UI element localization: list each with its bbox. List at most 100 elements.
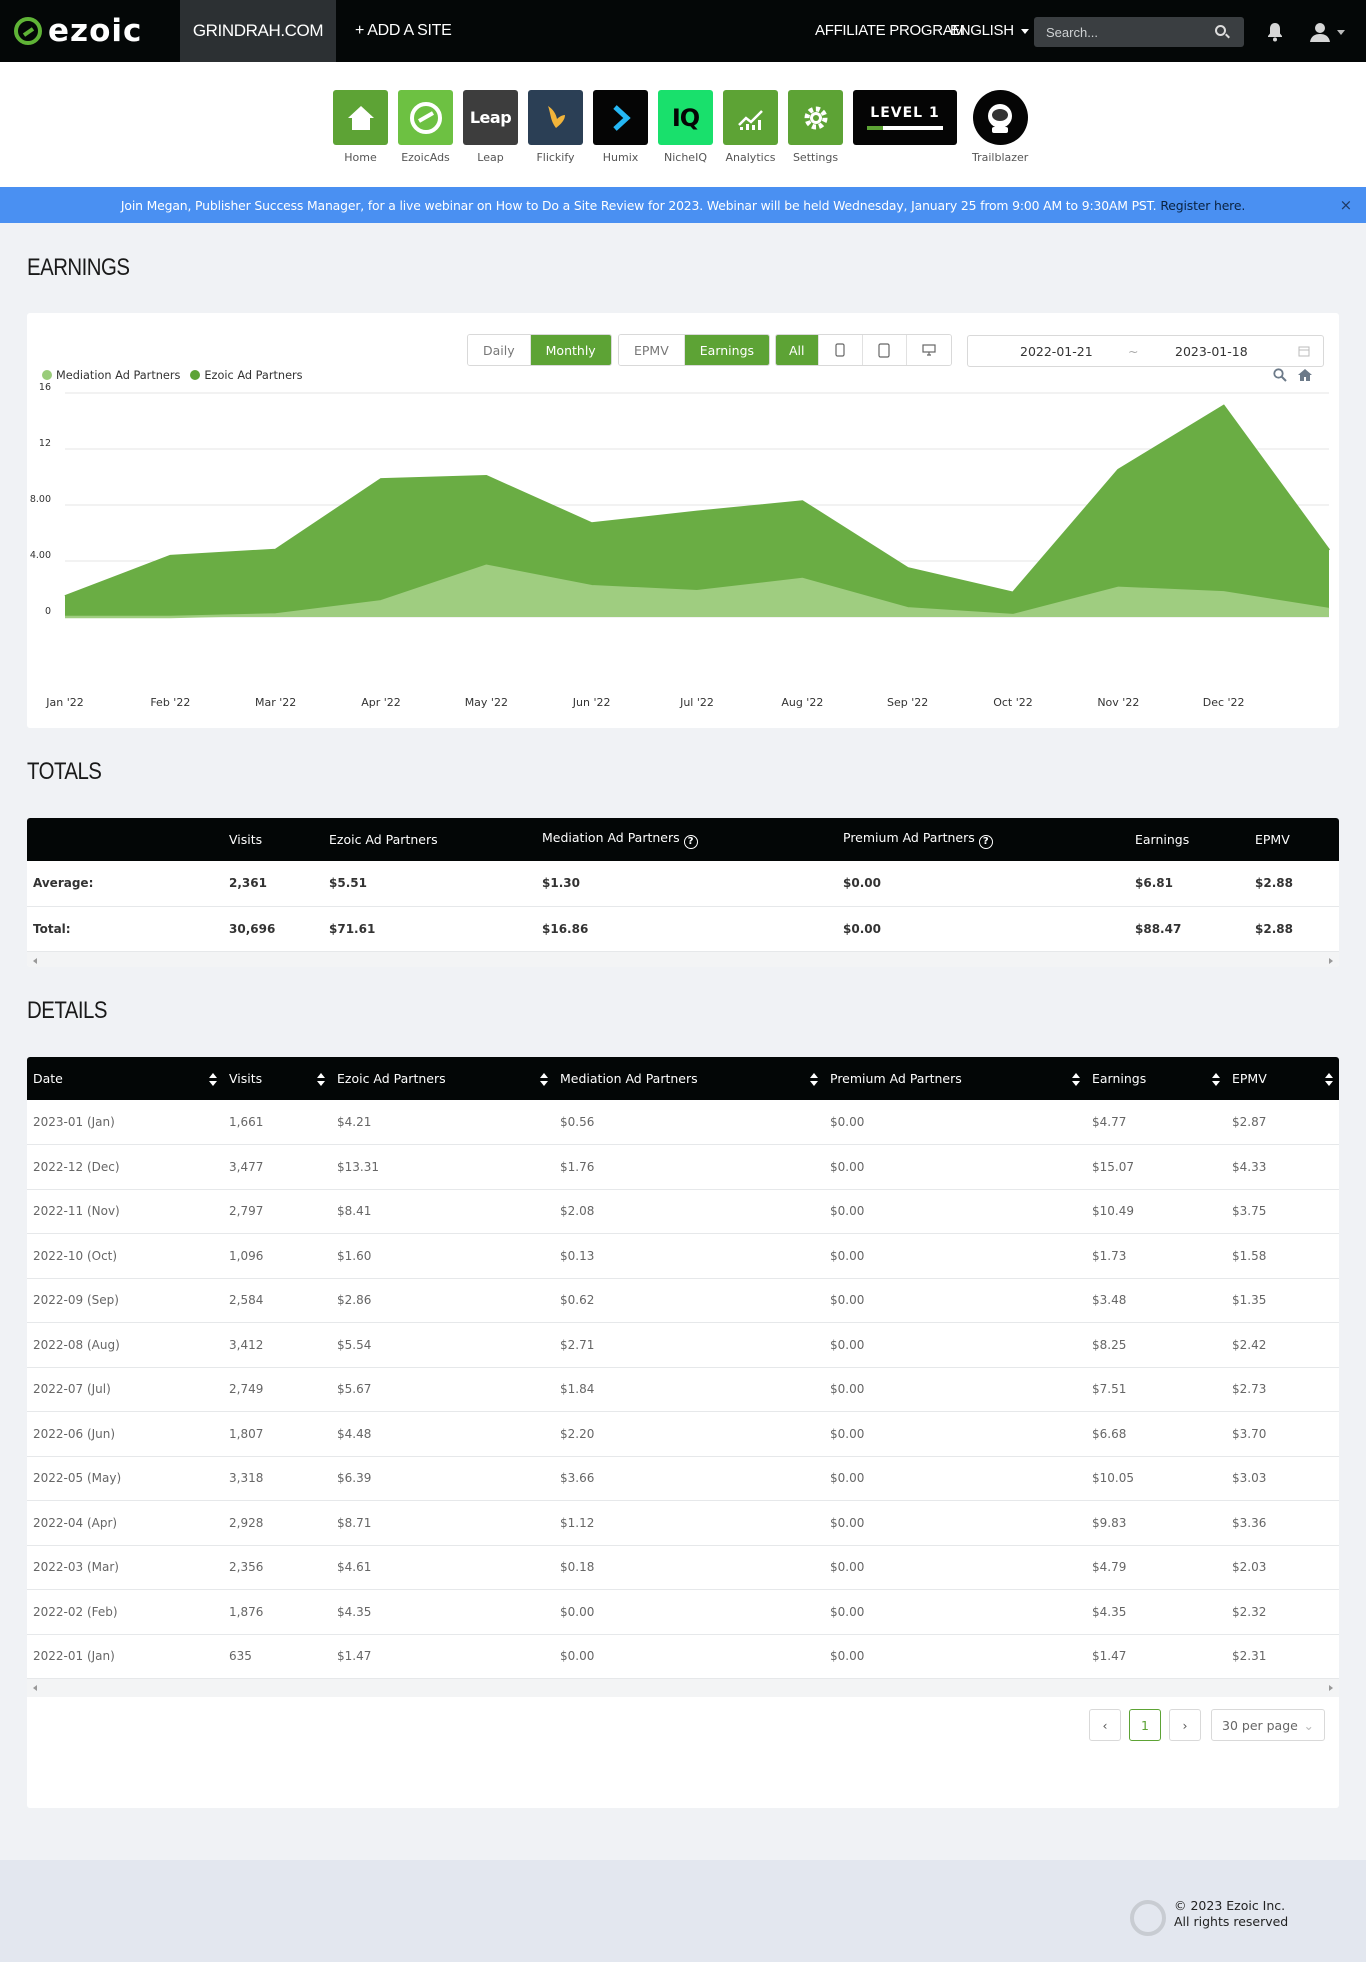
help-icon[interactable]: ? [978, 835, 993, 849]
app-trailblazer[interactable]: Trailblazer [972, 90, 1028, 164]
help-icon[interactable]: ? [683, 835, 698, 849]
language-dropdown[interactable]: ENGLISH [950, 22, 1029, 39]
site-tab[interactable]: GRINDRAH.COM [180, 0, 336, 62]
next-page-button[interactable]: › [1169, 1709, 1201, 1741]
table-row[interactable]: 2022-01 (Jan) 635 $1.47 $0.00 $0.00 $1.47 $2.3… [27, 1634, 1339, 1679]
date-end[interactable]: 2023-01-18 [1175, 344, 1248, 359]
search-input[interactable] [1034, 17, 1244, 47]
desktop-icon [921, 344, 936, 356]
legend-item-ezoic[interactable]: Ezoic Ad Partners [190, 369, 303, 382]
sort-icon[interactable] [1325, 1073, 1333, 1086]
details-col-header[interactable]: Date [27, 1057, 223, 1100]
table-cell: $9.83 [1086, 1500, 1226, 1546]
app-flickify[interactable]: Flickify [528, 90, 583, 164]
table-row[interactable]: 2022-11 (Nov) 2,797 $8.41 $2.08 $0.00 $10.49 $… [27, 1189, 1339, 1234]
horizontal-scrollbar[interactable] [27, 951, 1339, 967]
app-analytics[interactable]: Analytics [723, 90, 778, 164]
monthly-button[interactable]: Monthly [530, 335, 611, 365]
user-avatar-icon[interactable] [1309, 21, 1331, 43]
totals-col-earnings: Earnings [1129, 818, 1249, 861]
user-menu-caret-icon[interactable] [1337, 30, 1345, 35]
reset-zoom-home-icon[interactable] [1297, 368, 1313, 382]
register-link[interactable]: Register here. [1160, 197, 1246, 213]
date-range-picker[interactable]: 2022-01-21 ~ 2023-01-18 [967, 335, 1324, 367]
table-row[interactable]: 2022-12 (Dec) 3,477 $13.31 $1.76 $0.00 $15.07… [27, 1144, 1339, 1190]
table-cell: $1.84 [554, 1367, 824, 1412]
table-row[interactable]: 2022-05 (May) 3,318 $6.39 $3.66 $0.00 $10.05 $… [27, 1456, 1339, 1501]
table-cell: $6.39 [331, 1456, 554, 1501]
app-nicheiq[interactable]: IQ NicheIQ [658, 90, 713, 164]
close-icon[interactable]: × [1339, 196, 1353, 214]
notification-bell-icon[interactable] [1266, 22, 1284, 42]
legend-item-mediation[interactable]: Mediation Ad Partners [42, 369, 180, 382]
table-cell: 1,661 [223, 1100, 331, 1145]
all-devices-button[interactable]: All [776, 335, 819, 365]
sort-icon[interactable] [209, 1073, 217, 1086]
table-cell: $0.00 [824, 1278, 1086, 1323]
column-label: Earnings [1092, 1071, 1147, 1086]
x-tick-label: Jul '22 [679, 696, 714, 709]
rights-reserved: All rights reserved [1174, 1914, 1289, 1929]
table-cell: $0.00 [824, 1411, 1086, 1457]
details-col-header[interactable]: Visits [223, 1057, 331, 1100]
totals-col-blank [27, 818, 223, 861]
sort-icon[interactable] [317, 1073, 325, 1086]
table-row[interactable]: 2022-10 (Oct) 1,096 $1.60 $0.13 $0.00 $1.73 $1… [27, 1233, 1339, 1279]
table-row[interactable]: 2022-06 (Jun) 1,807 $4.48 $2.20 $0.00 $6.68 $3… [27, 1411, 1339, 1457]
sort-icon[interactable] [540, 1073, 548, 1086]
date-start[interactable]: 2022-01-21 [1020, 344, 1093, 359]
zoom-icon[interactable] [1273, 368, 1287, 382]
table-cell: $0.56 [554, 1100, 824, 1145]
totals-col-premium: Premium Ad Partners ? [837, 818, 1129, 861]
desktop-device-button[interactable] [906, 335, 951, 365]
table-cell: $0.00 [554, 1634, 824, 1679]
page-button-current[interactable]: 1 [1129, 1709, 1161, 1741]
x-tick-label: Nov '22 [1097, 696, 1139, 709]
app-home[interactable]: Home [333, 90, 388, 164]
details-col-header[interactable]: Mediation Ad Partners [554, 1057, 824, 1100]
table-row[interactable]: 2022-04 (Apr) 2,928 $8.71 $1.12 $0.00 $9.83 $3… [27, 1500, 1339, 1546]
table-row[interactable]: 2022-02 (Feb) 1,876 $4.35 $0.00 $0.00 $4.35 $2… [27, 1589, 1339, 1635]
level-badge-icon: LEVEL 1 [853, 90, 957, 145]
table-cell: $7.51 [1086, 1367, 1226, 1412]
affiliate-program-link[interactable]: AFFILIATE PROGRAM [815, 22, 965, 39]
sort-icon[interactable] [1212, 1073, 1220, 1086]
legend-label: Ezoic Ad Partners [204, 369, 303, 382]
tablet-device-button[interactable] [862, 335, 907, 365]
app-leap[interactable]: Leap Leap [463, 90, 518, 164]
table-cell: $8.41 [331, 1189, 554, 1234]
per-page-select[interactable]: 30 per page ⌄ [1211, 1709, 1325, 1741]
app-humix[interactable]: Humix [593, 90, 648, 164]
table-cell: $1.58 [1226, 1233, 1339, 1279]
app-ezoicads[interactable]: EzoicAds [398, 90, 453, 164]
details-col-header[interactable]: Earnings [1086, 1057, 1226, 1100]
details-col-header[interactable]: EPMV [1226, 1057, 1339, 1100]
table-row[interactable]: 2022-09 (Sep) 2,584 $2.86 $0.62 $0.00 $3.48 $1… [27, 1278, 1339, 1323]
table-row[interactable]: 2023-01 (Jan) 1,661 $4.21 $0.56 $0.00 $4.77 $2… [27, 1100, 1339, 1145]
sort-icon[interactable] [1072, 1073, 1080, 1086]
x-tick-label: Aug '22 [781, 696, 823, 709]
table-cell: $13.31 [331, 1144, 554, 1190]
table-row[interactable]: 2022-03 (Mar) 2,356 $4.61 $0.18 $0.00 $4.79 $2… [27, 1545, 1339, 1590]
table-cell: 1,807 [223, 1411, 331, 1457]
table-row[interactable]: 2022-08 (Aug) 3,412 $5.54 $2.71 $0.00 $8.25 $2… [27, 1322, 1339, 1368]
ezoic-logo[interactable]: ezoic [14, 13, 142, 49]
app-settings[interactable]: Settings [788, 90, 843, 164]
epmv-button[interactable]: EPMV [619, 335, 685, 365]
sort-icon[interactable] [810, 1073, 818, 1086]
add-site-link[interactable]: + ADD A SITE [355, 22, 452, 39]
details-col-header[interactable]: Ezoic Ad Partners [331, 1057, 554, 1100]
prev-page-button[interactable]: ‹ [1089, 1709, 1121, 1741]
earnings-button[interactable]: Earnings [684, 335, 770, 365]
search-icon[interactable] [1215, 25, 1226, 36]
table-cell: $1.12 [554, 1500, 824, 1546]
table-cell: 1,096 [223, 1233, 331, 1279]
mobile-device-button[interactable] [818, 335, 863, 365]
horizontal-scrollbar[interactable] [27, 1679, 1339, 1697]
level-badge[interactable]: LEVEL 1 [853, 90, 957, 151]
daily-button[interactable]: Daily [468, 335, 531, 365]
table-row[interactable]: 2022-07 (Jul) 2,749 $5.67 $1.84 $0.00 $7.51 $2… [27, 1367, 1339, 1412]
app-label: Home [344, 151, 377, 164]
details-col-header[interactable]: Premium Ad Partners [824, 1057, 1086, 1100]
series-ezoic-area[interactable] [65, 406, 1329, 617]
